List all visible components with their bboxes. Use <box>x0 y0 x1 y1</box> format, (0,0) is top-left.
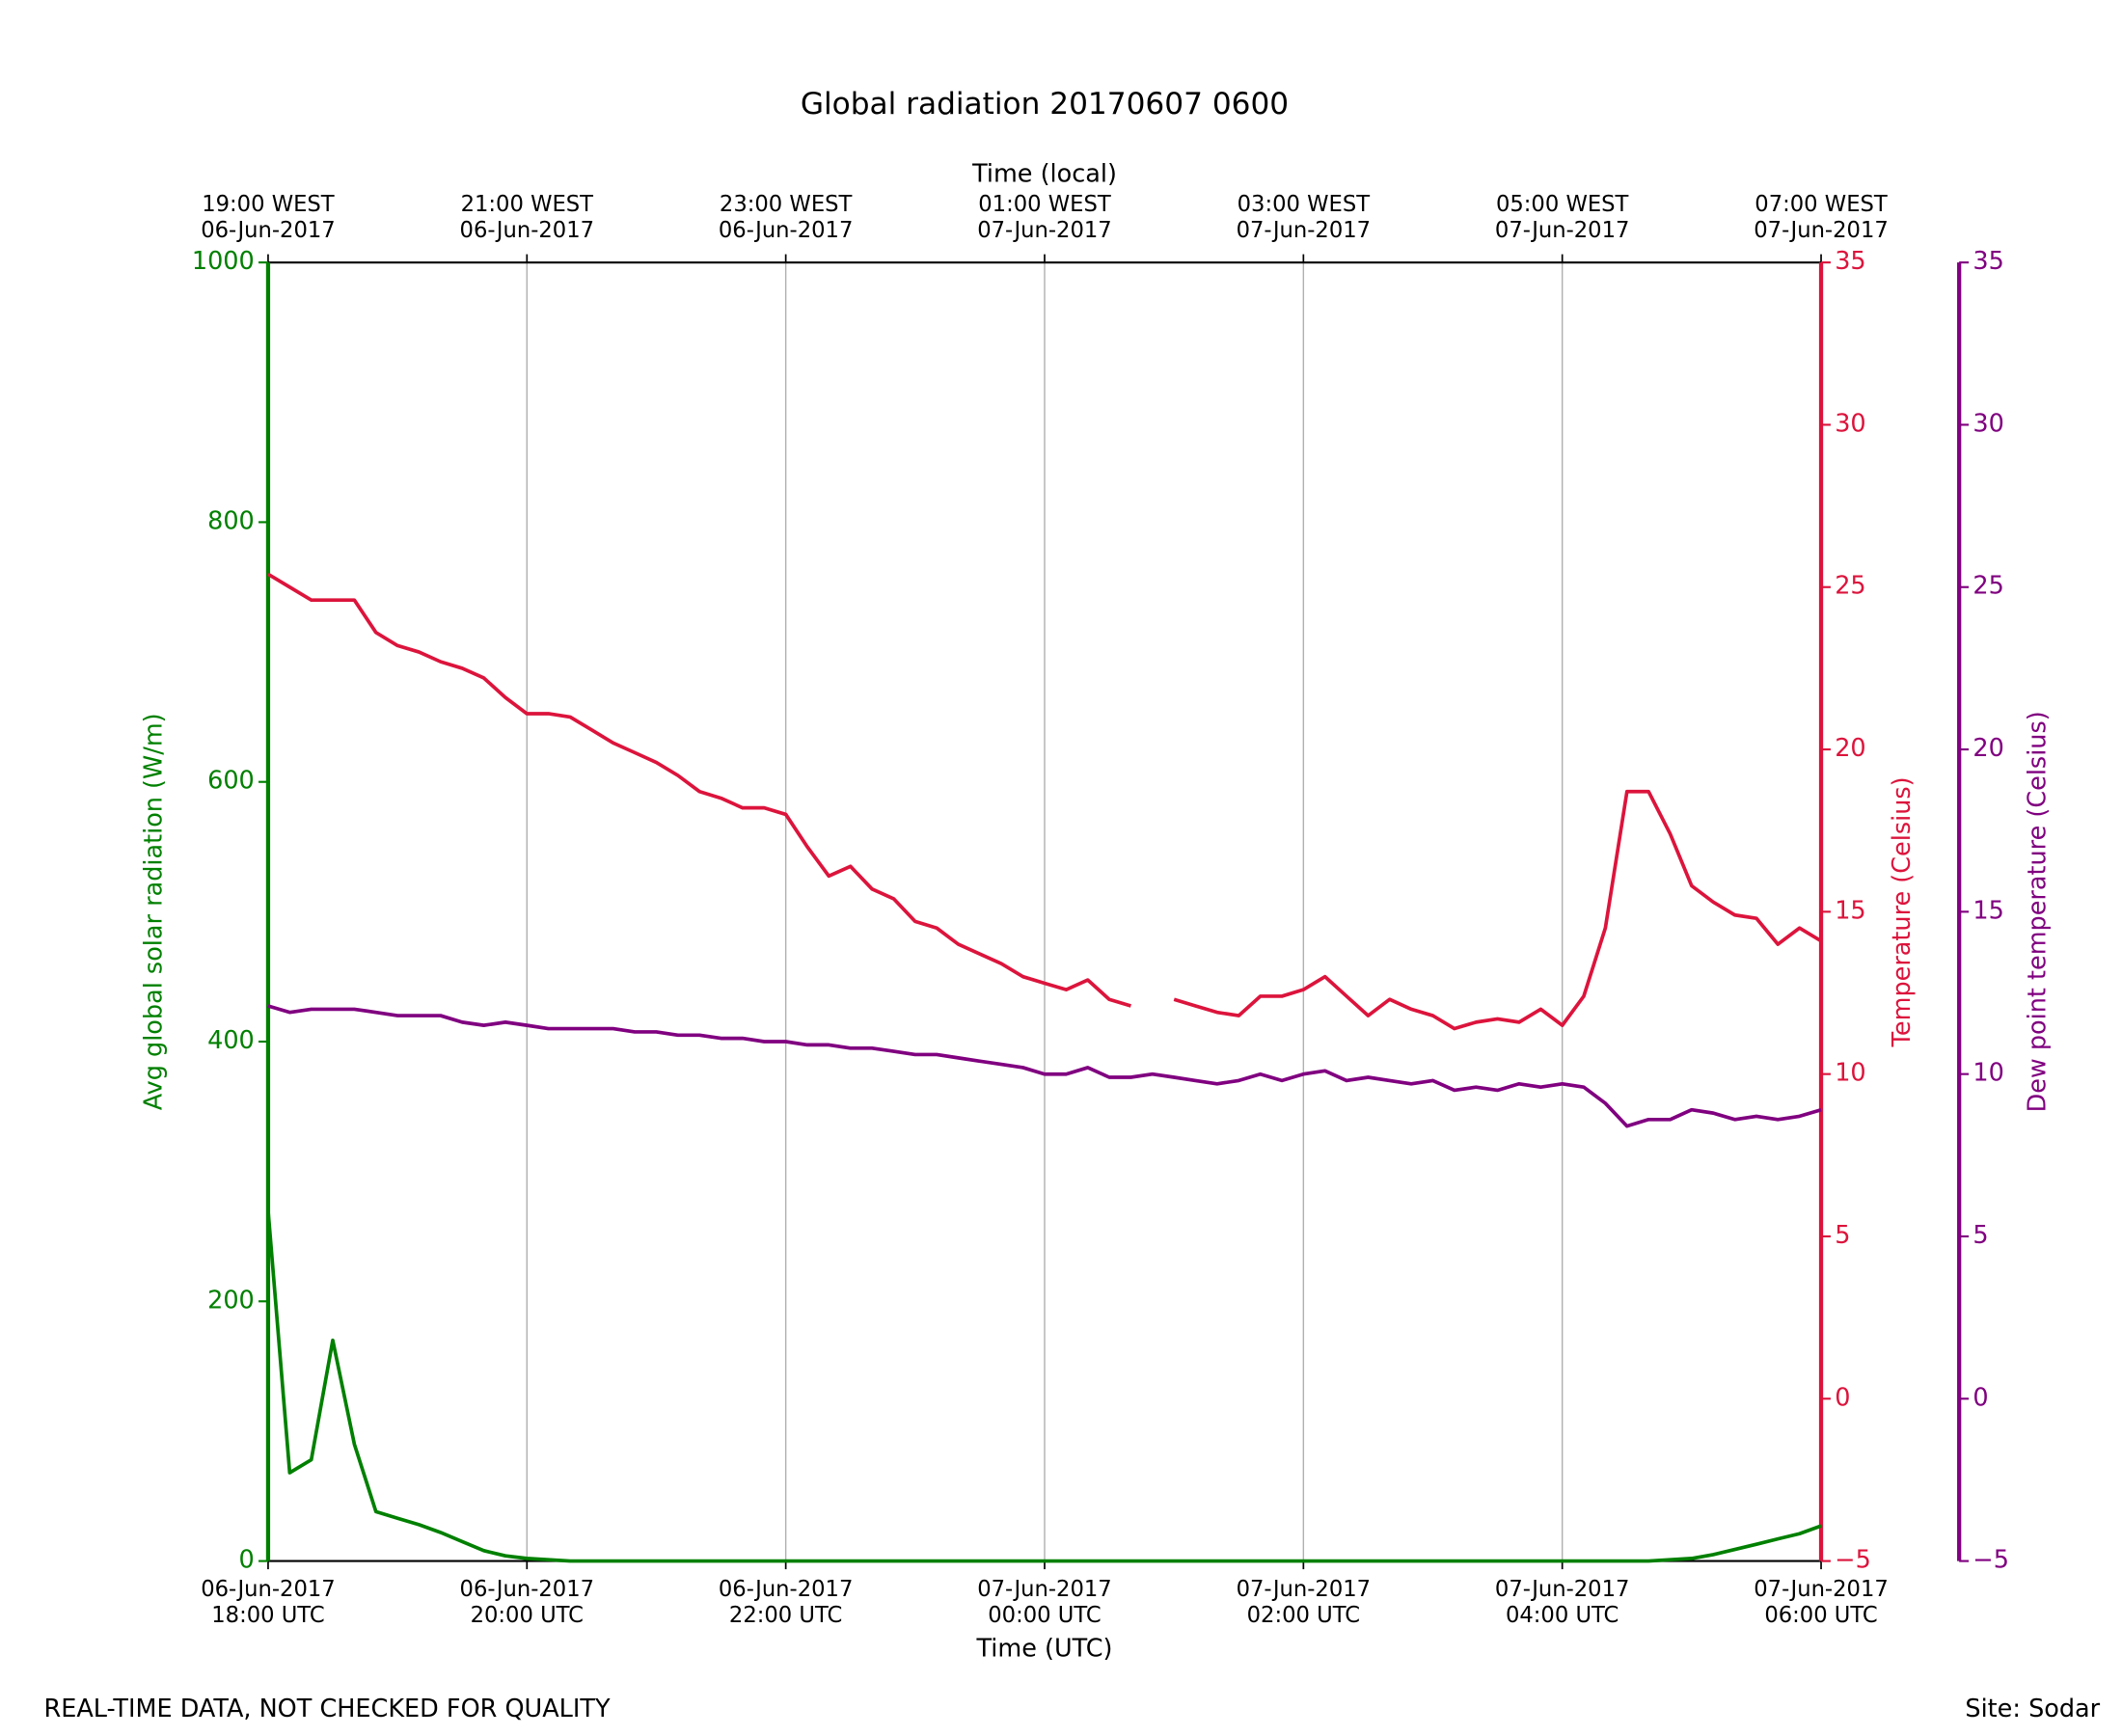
footer-note: REAL-TIME DATA, NOT CHECKED FOR QUALITY <box>44 1695 611 1723</box>
y2-tick-label: 5 <box>1835 1221 1850 1250</box>
x2-tick-label: 21:00 WEST <box>461 192 594 217</box>
y-tick-label: 400 <box>207 1026 255 1055</box>
x-tick-label: 06-Jun-2017 <box>460 1577 595 1602</box>
site-label: Site: Sodar <box>1965 1695 2100 1723</box>
x2-tick-label: 06-Jun-2017 <box>460 218 595 243</box>
y3-tick-label: 5 <box>1972 1221 1988 1250</box>
y3-tick-label: 15 <box>1972 896 2003 925</box>
x-tick-label: 07-Jun-2017 <box>977 1577 1112 1602</box>
y2-tick-label: 20 <box>1835 734 1865 763</box>
x-tick-label: 06:00 UTC <box>1764 1603 1877 1628</box>
x2-tick-label: 06-Jun-2017 <box>201 218 336 243</box>
series-axis-label: Avg global solar radiation (W/m) <box>139 713 168 1110</box>
x2-tick-label: 05:00 WEST <box>1496 192 1629 217</box>
y3-tick-label: 0 <box>1972 1383 1988 1412</box>
y3-tick-label: 25 <box>1972 572 2003 601</box>
series-line <box>267 1004 1822 1128</box>
x-tick-label: 02:00 UTC <box>1247 1603 1360 1628</box>
x2-tick-label: 07-Jun-2017 <box>1754 218 1889 243</box>
x-tick-label: 06-Jun-2017 <box>201 1577 336 1602</box>
x-tick-label: 07-Jun-2017 <box>1495 1577 1630 1602</box>
x2-tick-label: 01:00 WEST <box>978 192 1111 217</box>
x2-tick-label: 06-Jun-2017 <box>719 218 854 243</box>
y2-tick-label: 35 <box>1835 247 1865 276</box>
x2-tick-label: 07-Jun-2017 <box>1495 218 1630 243</box>
x-tick-label: 07-Jun-2017 <box>1237 1577 1372 1602</box>
y2-tick-label: 0 <box>1835 1383 1850 1412</box>
y3-tick-label: 20 <box>1972 734 2003 763</box>
x-tick-label: 04:00 UTC <box>1506 1603 1619 1628</box>
x-tick-label: 07-Jun-2017 <box>1754 1577 1889 1602</box>
y2-tick-label: 10 <box>1835 1059 1865 1088</box>
y-tick-label: 600 <box>207 767 255 796</box>
x2-tick-label: 03:00 WEST <box>1238 192 1371 217</box>
y2-tick-label: −5 <box>1835 1546 1871 1575</box>
y3-tick-label: 35 <box>1972 247 2003 276</box>
x-tick-label: 06-Jun-2017 <box>719 1577 854 1602</box>
series-axis-label: Temperature (Celsius) <box>1888 776 1917 1047</box>
x-tick-label: 18:00 UTC <box>211 1603 324 1628</box>
x2-tick-label: 07:00 WEST <box>1755 192 1888 217</box>
x2-tick-label: 07-Jun-2017 <box>977 218 1112 243</box>
x2-tick-label: 07-Jun-2017 <box>1237 218 1372 243</box>
y-tick-label: 200 <box>207 1286 255 1315</box>
x2-tick-label: 19:00 WEST <box>202 192 335 217</box>
y2-tick-label: 15 <box>1835 896 1865 925</box>
series-line <box>267 572 1822 1031</box>
x2-tick-label: 23:00 WEST <box>720 192 853 217</box>
series-axis-label: Dew point temperature (Celsius) <box>2023 711 2052 1112</box>
x-tick-label: 22:00 UTC <box>729 1603 842 1628</box>
x-tick-label: 00:00 UTC <box>988 1603 1101 1628</box>
chart-title: Global radiation 20170607 0600 <box>801 87 1289 122</box>
x2-axis-label: Time (local) <box>971 159 1117 188</box>
y-tick-label: 1000 <box>192 247 255 276</box>
y-tick-label: 0 <box>239 1546 255 1575</box>
y-tick-label: 800 <box>207 506 255 535</box>
y3-tick-label: 30 <box>1972 409 2003 438</box>
y3-tick-label: −5 <box>1972 1546 2009 1575</box>
x-axis-label: Time (UTC) <box>976 1635 1113 1664</box>
series-line <box>266 1209 1822 1563</box>
x-tick-label: 20:00 UTC <box>471 1603 584 1628</box>
y3-tick-label: 10 <box>1972 1059 2003 1088</box>
y2-tick-label: 25 <box>1835 572 1865 601</box>
y2-tick-label: 30 <box>1835 409 1865 438</box>
